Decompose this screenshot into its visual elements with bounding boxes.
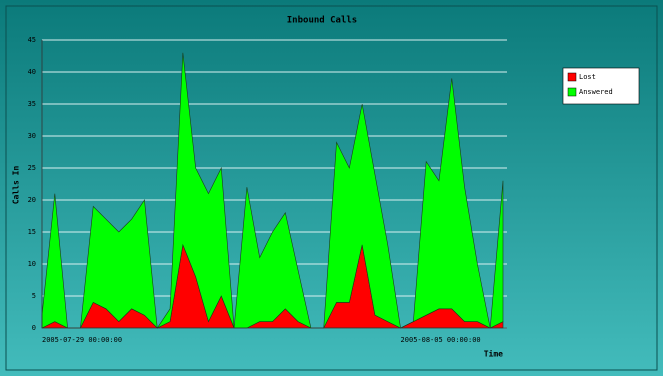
y-tick-label: 15 — [28, 228, 36, 236]
y-tick-label: 40 — [28, 68, 36, 76]
x-tick-label: 2005-07-29 00:00:00 — [42, 336, 122, 344]
legend-label: Answered — [579, 88, 613, 96]
y-axis-title: Calls In — [12, 166, 21, 205]
y-tick-label: 35 — [28, 100, 36, 108]
y-tick-label: 5 — [32, 292, 36, 300]
y-tick-label: 30 — [28, 132, 36, 140]
x-tick-label: 2005-08-05 00:00:00 — [401, 336, 481, 344]
y-tick-label: 10 — [28, 260, 36, 268]
legend-label: Lost — [579, 73, 596, 81]
chart-title: Inbound Calls — [287, 16, 357, 26]
y-tick-label: 0 — [32, 324, 36, 332]
area — [41, 52, 504, 329]
y-tick-label: 45 — [28, 36, 36, 44]
y-tick-label: 25 — [28, 164, 36, 172]
legend-swatch — [567, 87, 577, 97]
frame — [5, 5, 658, 371]
legend: Lost Answered — [562, 67, 640, 105]
x-axis-title: Time — [484, 349, 503, 359]
legend-swatch — [567, 72, 577, 82]
y-tick-label: 20 — [28, 196, 36, 204]
